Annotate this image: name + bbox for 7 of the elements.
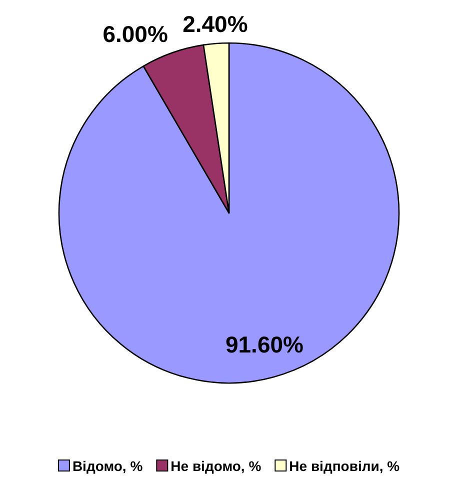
legend-label: Відомо, %: [72, 458, 144, 474]
pie-slice: [58, 42, 400, 384]
data-label: 6.00%: [102, 20, 168, 47]
legend-label: Не відомо, %: [170, 458, 262, 474]
data-label: 2.40%: [182, 10, 248, 37]
legend-label: Не відповіли, %: [289, 458, 400, 474]
data-label: 91.60%: [225, 331, 304, 358]
